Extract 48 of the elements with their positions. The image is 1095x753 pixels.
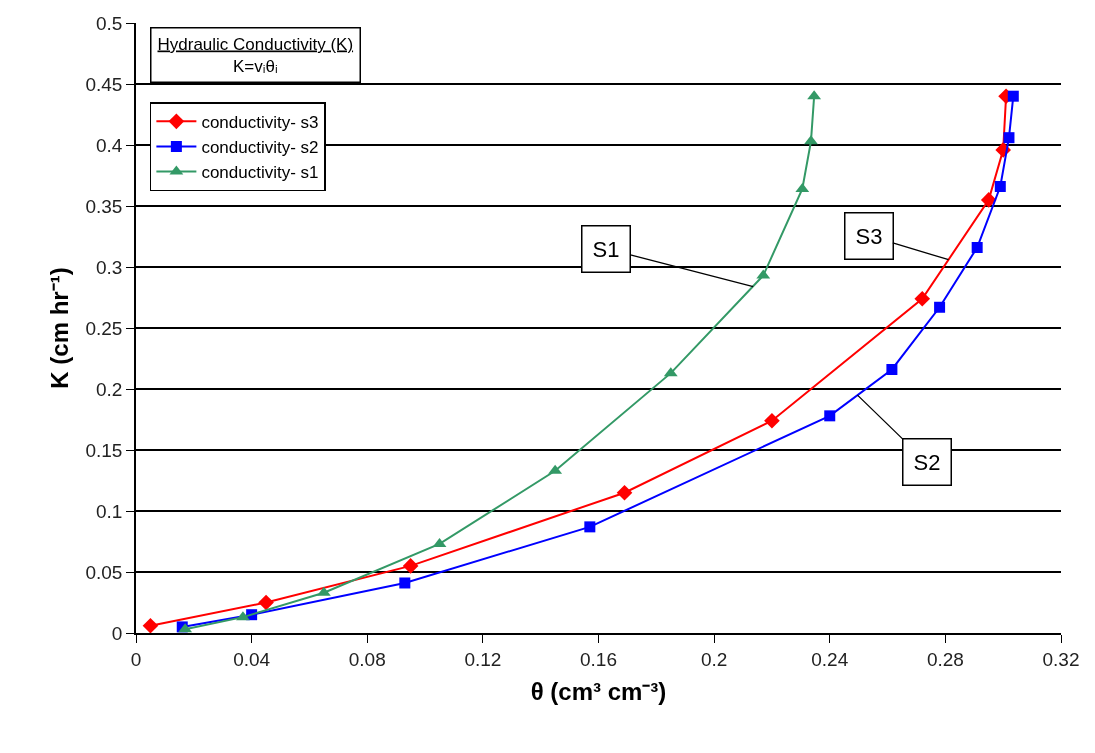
y-tick-label: 0.1: [96, 500, 123, 522]
point: [399, 577, 411, 589]
point: [764, 412, 780, 429]
y-tick-label: 0: [111, 622, 123, 644]
point: [1007, 90, 1019, 102]
point: [971, 241, 983, 253]
y-tick-label: 0.35: [85, 195, 123, 217]
x-axis-title: θ (cm³ cm⁻³): [530, 678, 667, 706]
point: [886, 363, 898, 375]
point: [934, 301, 946, 313]
text: K=vᵢθᵢ: [232, 56, 278, 76]
y-tick-label: 0.3: [96, 256, 123, 278]
y-tick-label: 0.15: [85, 439, 123, 461]
annotation: S1: [592, 236, 620, 262]
point: [804, 135, 818, 145]
point: [584, 521, 596, 533]
y-tick-label: 0.5: [96, 12, 123, 34]
x-tick-label: 0.08: [348, 648, 386, 670]
x-tick-label: 0.12: [464, 648, 502, 670]
point: [258, 594, 274, 611]
point: [142, 617, 159, 633]
x-tick-label: 0.04: [233, 648, 271, 670]
point: [236, 611, 250, 621]
point: [994, 180, 1006, 192]
point: [914, 290, 931, 307]
x-tick-label: 0.24: [811, 648, 849, 670]
y-tick-label: 0.25: [85, 317, 123, 339]
point: [616, 484, 633, 501]
annotation: S2: [913, 449, 941, 475]
legend-label: conductivity- s1: [201, 163, 319, 183]
annotation: S3: [855, 223, 883, 249]
x-tick-label: 0.32: [1042, 648, 1080, 670]
x-tick-label: 0.2: [700, 648, 728, 670]
point: [1003, 132, 1015, 144]
legend-label: conductivity- s2: [201, 138, 319, 158]
x-tick-label: 0.28: [926, 648, 964, 670]
x-tick-label: 0.16: [580, 648, 617, 670]
y-axis-title: K (cm hr⁻¹): [46, 267, 74, 389]
point: [980, 192, 997, 208]
point: [824, 410, 836, 422]
legend-label: conductivity- s3: [201, 112, 319, 132]
y-tick-label: 0.05: [85, 561, 123, 583]
text: Hydraulic Conductivity (K): [157, 34, 354, 54]
point: [402, 558, 419, 574]
y-tick-label: 0.45: [85, 73, 123, 95]
y-tick-label: 0.4: [96, 134, 123, 156]
y-tick-label: 0.2: [96, 378, 123, 400]
x-tick-label: 0: [130, 648, 142, 670]
